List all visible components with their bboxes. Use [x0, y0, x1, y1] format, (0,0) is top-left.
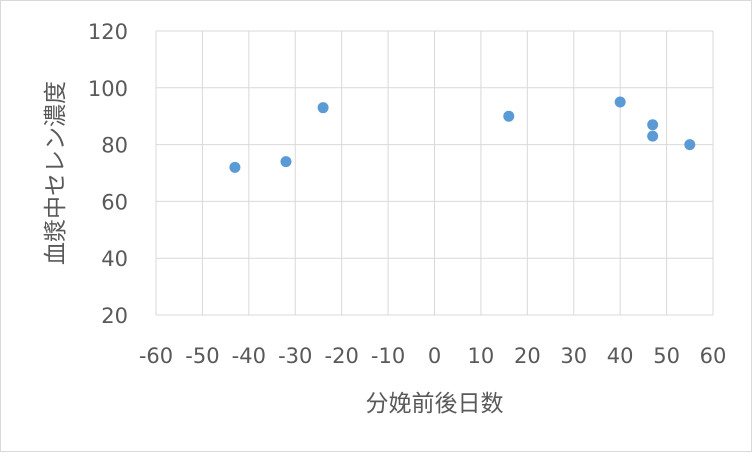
x-axis-tick-labels: -60 -50 -40 -30 -20 -10 0 10 20 30 40 50 60	[139, 344, 727, 368]
y-tick-label: 40	[101, 247, 128, 271]
y-tick-label: 80	[101, 134, 128, 158]
gridlines	[155, 30, 714, 316]
x-tick-label: 40	[607, 344, 634, 368]
y-axis-tick-labels: 20 40 60 80 100 120	[88, 20, 128, 328]
data-points	[229, 96, 696, 173]
x-tick-label: 0	[428, 344, 441, 368]
y-tick-label: 100	[88, 77, 128, 101]
x-axis-title: 分娩前後日数	[366, 391, 504, 417]
data-point	[317, 102, 329, 114]
x-tick-label: -20	[325, 344, 359, 368]
data-point	[614, 96, 626, 108]
x-tick-label: -40	[232, 344, 266, 368]
data-point	[647, 119, 659, 131]
data-point	[503, 110, 515, 122]
data-point	[280, 156, 292, 168]
y-axis-title: 血漿中セレン濃度	[43, 81, 69, 265]
x-tick-label: 10	[468, 344, 495, 368]
x-tick-label: 30	[560, 344, 587, 368]
data-point	[684, 139, 696, 151]
x-tick-label: -60	[139, 344, 173, 368]
data-point	[647, 130, 659, 142]
y-tick-label: 60	[101, 190, 128, 214]
x-tick-label: 50	[653, 344, 680, 368]
y-tick-label: 120	[88, 20, 128, 44]
x-tick-label: -50	[185, 344, 219, 368]
x-tick-label: -10	[371, 344, 405, 368]
x-tick-label: 60	[700, 344, 727, 368]
data-point	[229, 161, 241, 173]
y-tick-label: 20	[101, 304, 128, 328]
x-tick-label: -30	[278, 344, 312, 368]
x-tick-label: 20	[514, 344, 541, 368]
